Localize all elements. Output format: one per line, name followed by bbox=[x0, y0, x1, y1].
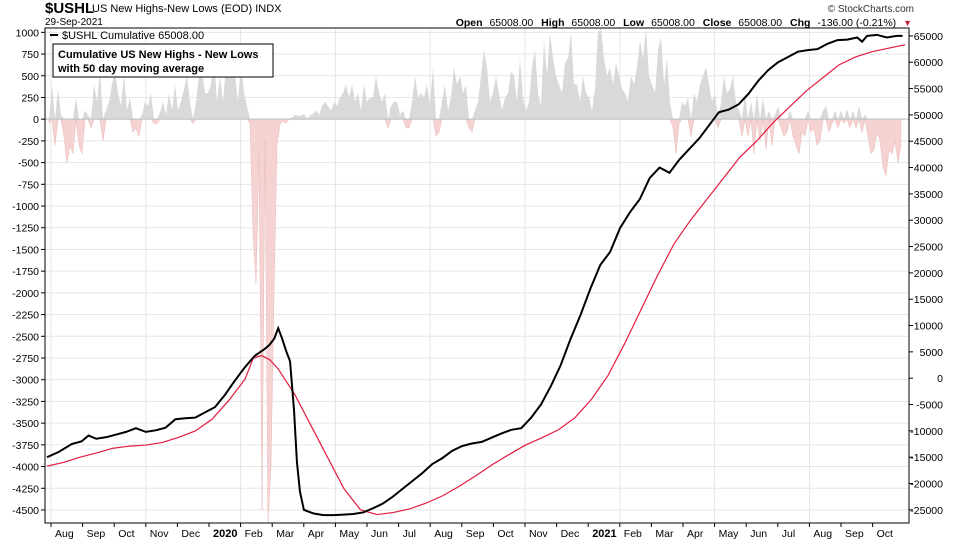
right-tick-label: 0 bbox=[937, 373, 943, 385]
description-text: US New Highs-New Lows (EOD) bbox=[92, 3, 253, 15]
left-tick-label: -2000 bbox=[12, 288, 39, 300]
x-tick-label: Nov bbox=[150, 528, 169, 540]
series-cumulative bbox=[46, 33, 903, 517]
right-tick-label: 65000 bbox=[914, 31, 943, 43]
close-label: Close bbox=[702, 17, 732, 29]
x-tick-label: 2021 bbox=[592, 528, 616, 540]
symbol-description: US New Highs-New Lows (EOD) INDX bbox=[92, 3, 282, 15]
x-tick-label: Mar bbox=[276, 528, 295, 540]
left-tick-label: -500 bbox=[18, 158, 39, 170]
left-tick-label: -2500 bbox=[12, 331, 39, 343]
left-tick-label: -1750 bbox=[12, 266, 39, 278]
right-tick-label: 15000 bbox=[914, 294, 943, 306]
x-tick-label: May bbox=[719, 528, 740, 540]
left-tick-label: -4000 bbox=[12, 462, 39, 474]
plot-frame bbox=[44, 27, 910, 524]
series-moving-average bbox=[46, 44, 906, 516]
open-value: 65008.00 bbox=[489, 17, 534, 29]
right-tick-label: -25000 bbox=[910, 505, 943, 517]
x-tick-label: Sep bbox=[466, 528, 485, 540]
x-tick-label: Jun bbox=[750, 528, 767, 540]
high-label: High bbox=[541, 17, 565, 29]
right-tick-label: 10000 bbox=[914, 321, 943, 333]
chg-value: -136.00 (-0.21%) bbox=[817, 17, 897, 29]
chart-date: 29-Sep-2021 bbox=[45, 17, 103, 28]
x-tick-label: Oct bbox=[118, 528, 134, 540]
right-tick-label: 45000 bbox=[914, 136, 943, 148]
left-tick-label: -750 bbox=[18, 179, 39, 191]
left-tick-label: 0 bbox=[33, 114, 39, 126]
open-label: Open bbox=[455, 17, 483, 29]
right-tick-label: 60000 bbox=[914, 57, 943, 69]
low-value: 65008.00 bbox=[651, 17, 695, 29]
left-tick-label: -1500 bbox=[12, 244, 39, 256]
x-tick-label: Aug bbox=[55, 528, 74, 540]
x-tick-label: Feb bbox=[245, 528, 263, 540]
x-tick-label: Oct bbox=[877, 528, 893, 540]
left-tick-label: -3000 bbox=[12, 375, 39, 387]
right-tick-label: 25000 bbox=[914, 242, 943, 254]
annotation-line2: with 50 day moving average bbox=[57, 63, 204, 75]
x-tick-label: Dec bbox=[181, 528, 200, 540]
legend-label: $USHL Cumulative 65008.00 bbox=[62, 30, 204, 42]
x-tick-label: Aug bbox=[434, 528, 453, 540]
x-tick-label: Jul bbox=[782, 528, 795, 540]
close-value: 65008.00 bbox=[738, 17, 783, 29]
left-tick-label: -250 bbox=[18, 136, 39, 148]
brand-logo[interactable]: © StockCharts.com bbox=[827, 4, 914, 15]
left-tick-label: -4500 bbox=[12, 505, 39, 517]
low-label: Low bbox=[623, 17, 645, 29]
x-tick-label: Apr bbox=[308, 528, 325, 540]
left-tick-label: -1000 bbox=[12, 201, 39, 213]
x-tick-label: Dec bbox=[561, 528, 580, 540]
left-tick-label: 1000 bbox=[16, 27, 40, 39]
left-tick-label: -2750 bbox=[12, 353, 39, 365]
right-tick-label: 30000 bbox=[914, 215, 943, 227]
x-tick-label: Oct bbox=[497, 528, 513, 540]
x-tick-label: Jul bbox=[403, 528, 416, 540]
left-tick-label: -1250 bbox=[12, 223, 39, 235]
x-tick-label: Aug bbox=[813, 528, 832, 540]
x-tick-label: Jun bbox=[371, 528, 388, 540]
ohlc-readout: Open 65008.00 High 65008.00 Low 65008.00… bbox=[456, 17, 912, 29]
right-tick-label: -20000 bbox=[910, 479, 943, 491]
right-tick-label: 35000 bbox=[914, 189, 943, 201]
right-tick-label: -5000 bbox=[916, 400, 943, 412]
annotation-line1: Cumulative US New Highs - New Lows bbox=[58, 49, 258, 61]
left-tick-label: -3250 bbox=[12, 396, 39, 408]
right-tick-label: 55000 bbox=[914, 84, 943, 96]
bars-negative-area bbox=[48, 118, 902, 524]
right-tick-label: 50000 bbox=[914, 110, 943, 122]
x-tick-label: May bbox=[339, 528, 360, 540]
left-tick-label: -3500 bbox=[12, 418, 39, 430]
right-tick-label: -15000 bbox=[910, 452, 943, 464]
right-tick-label: -10000 bbox=[910, 426, 943, 438]
left-tick-label: -3750 bbox=[12, 440, 39, 452]
left-tick-label: -2250 bbox=[12, 310, 39, 322]
left-tick-label: 750 bbox=[21, 49, 39, 61]
x-tick-label: Apr bbox=[687, 528, 704, 540]
chg-label: Chg bbox=[790, 17, 811, 29]
x-tick-label: Sep bbox=[87, 528, 106, 540]
left-tick-label: -4250 bbox=[12, 483, 39, 495]
x-tick-label: Mar bbox=[655, 528, 674, 540]
annotation-box: Cumulative US New Highs - New Lows with … bbox=[52, 43, 274, 78]
high-value: 65008.00 bbox=[571, 17, 616, 29]
right-tick-label: 20000 bbox=[914, 268, 943, 280]
left-tick-label: 500 bbox=[21, 71, 39, 83]
right-tick-label: 5000 bbox=[920, 347, 944, 359]
x-tick-label: 2020 bbox=[213, 528, 237, 540]
x-tick-label: Feb bbox=[624, 528, 642, 540]
symbol-title: $USHL bbox=[45, 0, 95, 17]
exchange-text: INDX bbox=[255, 3, 282, 15]
x-tick-label: Sep bbox=[845, 528, 864, 540]
legend: $USHL Cumulative 65008.00 bbox=[50, 30, 204, 42]
right-tick-label: 40000 bbox=[914, 163, 943, 175]
left-tick-label: 250 bbox=[21, 92, 39, 104]
x-tick-label: Nov bbox=[529, 528, 548, 540]
arrow-down-icon: ▼ bbox=[903, 18, 912, 28]
